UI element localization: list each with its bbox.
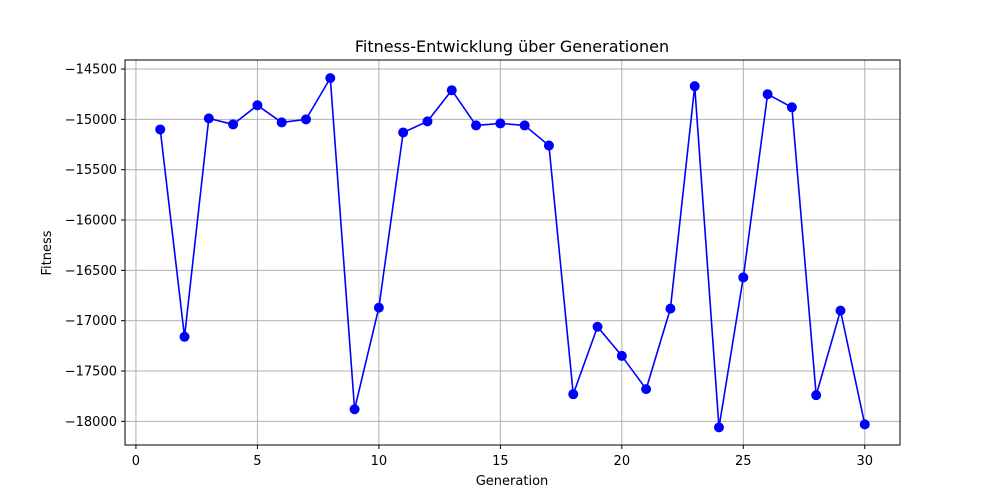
data-point xyxy=(738,272,749,283)
chart-title: Fitness-Entwicklung über Generationen xyxy=(355,37,669,56)
data-point xyxy=(349,404,360,415)
data-point xyxy=(398,127,409,138)
data-point xyxy=(641,384,652,395)
axes-frame xyxy=(124,59,901,446)
y-tick-label: −17000 xyxy=(65,314,117,329)
data-point xyxy=(155,124,166,135)
data-point xyxy=(665,303,676,314)
x-tick-label: 30 xyxy=(856,454,873,469)
data-point xyxy=(592,321,603,332)
series-line xyxy=(159,77,866,429)
data-point xyxy=(325,73,336,84)
data-point xyxy=(446,85,457,96)
y-tick-label: −18000 xyxy=(65,415,117,430)
data-point xyxy=(568,389,579,400)
y-axis-label: Fitness xyxy=(40,230,55,275)
data-point xyxy=(203,113,214,124)
y-tick-label: −15000 xyxy=(65,113,117,128)
data-point xyxy=(228,119,239,130)
data-point xyxy=(471,120,482,131)
data-point xyxy=(495,118,506,129)
data-point xyxy=(276,117,287,128)
data-point xyxy=(689,81,700,92)
data-point xyxy=(811,390,822,401)
x-axis-label: Generation xyxy=(476,474,549,489)
axis-ticks: 0 5 10 15 20 25 30 −18000 −17500 −17000 −16500 −160… xyxy=(65,63,873,469)
y-tick-label: −15500 xyxy=(65,163,117,178)
data-point xyxy=(859,419,870,430)
data-point xyxy=(252,100,263,111)
data-point xyxy=(714,422,724,433)
x-tick-label: 5 xyxy=(253,454,261,469)
data-point xyxy=(762,89,773,100)
data-point xyxy=(519,120,530,131)
data-point xyxy=(835,305,846,316)
series-layer xyxy=(155,73,870,433)
y-tick-label: −17500 xyxy=(65,365,117,380)
y-tick-label: −14500 xyxy=(65,63,117,78)
data-point xyxy=(422,116,433,127)
data-point xyxy=(543,140,554,151)
data-point xyxy=(373,302,384,313)
data-point xyxy=(616,350,627,361)
x-tick-label: 10 xyxy=(371,454,388,469)
x-tick-label: 20 xyxy=(614,454,631,469)
data-point xyxy=(786,102,797,113)
x-tick-label: 0 xyxy=(132,454,140,469)
data-point xyxy=(179,331,190,342)
x-tick-label: 15 xyxy=(492,454,509,469)
data-point xyxy=(301,114,311,125)
x-tick-label: 25 xyxy=(735,454,752,469)
y-tick-label: −16500 xyxy=(65,264,117,279)
grid-lines xyxy=(125,60,900,445)
y-tick-label: −16000 xyxy=(65,214,117,229)
